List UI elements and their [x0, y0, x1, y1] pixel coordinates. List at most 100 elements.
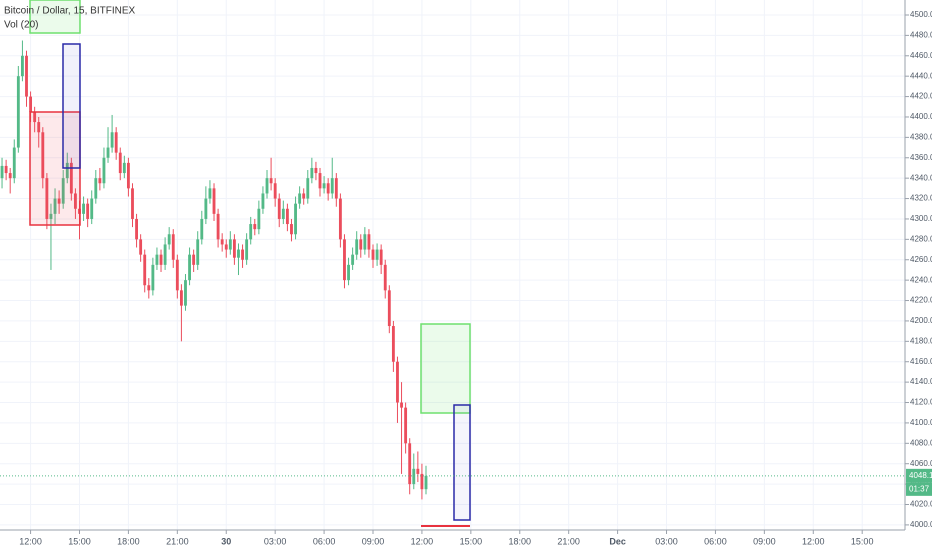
candle-body [408, 443, 412, 485]
x-tick-label: 03:00 [264, 536, 287, 546]
drawn-box [29, 0, 81, 34]
candle-body [90, 198, 94, 219]
candle-body [330, 178, 334, 194]
candle-body [281, 208, 285, 219]
x-tick-label: Dec [609, 536, 626, 546]
candle-body [387, 290, 391, 327]
candle-body [61, 178, 65, 204]
candle-body [355, 239, 359, 255]
y-tick-label: 4100.0 [910, 418, 932, 427]
x-tick-label: 21:00 [557, 536, 580, 546]
candle-body [424, 475, 428, 490]
candle-body [338, 198, 342, 240]
candle-body [122, 162, 126, 174]
x-tick-label: 15:00 [460, 536, 483, 546]
candle-body [41, 132, 45, 179]
y-tick-label: 4220.0 [910, 296, 932, 305]
drawn-box [420, 323, 471, 414]
x-tick-label: 18:00 [117, 536, 140, 546]
y-tick-label: 4420.0 [910, 92, 932, 101]
candle-body [69, 162, 73, 194]
candle-body [391, 326, 395, 362]
y-tick-label: 4260.0 [910, 255, 932, 264]
candle-body [347, 264, 350, 281]
y-tick-label: 4240.0 [910, 275, 932, 284]
candle-body [94, 178, 98, 199]
x-tick-label: 21:00 [166, 536, 189, 546]
grid [0, 0, 905, 530]
countdown-label: 01:37 [909, 484, 930, 493]
candle-body [86, 203, 90, 219]
candle-body [110, 132, 114, 148]
candle-body [416, 468, 420, 474]
y-tick-label: 4460.0 [910, 51, 932, 60]
y-tick-label: 4340.0 [910, 173, 932, 182]
candle-body [277, 198, 281, 219]
candle-body [249, 224, 253, 240]
y-tick-label: 4320.0 [910, 194, 932, 203]
last-price-tag [906, 468, 932, 483]
x-tick-label: 06:00 [313, 536, 336, 546]
candle-body [400, 402, 403, 408]
candles [0, 40, 428, 500]
y-tick-label: 4400.0 [910, 112, 932, 121]
candle-body [257, 208, 261, 230]
candle-body [298, 193, 302, 204]
y-tick-label: 4360.0 [910, 153, 932, 162]
indicator-label: Vol (20) [4, 20, 38, 31]
candle-body [102, 157, 106, 184]
y-tick-label: 4280.0 [910, 234, 932, 243]
y-tick-label: 4200.0 [910, 316, 932, 325]
candle-body [261, 193, 265, 209]
y-tick-label: 4480.0 [910, 30, 932, 39]
y-tick-label: 4380.0 [910, 132, 932, 141]
y-tick-label: 4160.0 [910, 357, 932, 366]
drawn-box [62, 43, 81, 169]
x-tick-label: 30 [221, 536, 231, 546]
candle-body [367, 234, 371, 250]
candle-body [322, 183, 326, 189]
candle-body [216, 213, 220, 240]
candle-body [212, 188, 216, 214]
y-tick-label: 4300.0 [910, 214, 932, 223]
candle-body [114, 132, 118, 153]
candle-body [65, 162, 69, 179]
candle-body [412, 468, 416, 485]
candle-body [224, 244, 228, 250]
candle-body [118, 152, 122, 174]
y-tick-label: 4500.0 [910, 10, 932, 19]
candle-body [155, 254, 159, 265]
y-tick-label: 4440.0 [910, 71, 932, 80]
candle-body [98, 178, 102, 184]
candle-body [220, 239, 224, 245]
candle-body [147, 285, 151, 291]
candle-body [273, 183, 277, 199]
candle-body [318, 173, 322, 189]
candle-body [232, 239, 236, 258]
x-tick-label: 18:00 [508, 536, 531, 546]
y-tick-label: 4020.0 [910, 500, 932, 509]
candle-body [196, 239, 200, 265]
candle-body [351, 254, 355, 265]
x-tick-label: 12:00 [19, 536, 42, 546]
candle-body [57, 198, 61, 204]
candle-body [396, 361, 399, 403]
candle-body [82, 203, 85, 214]
candle-body [334, 178, 338, 199]
candle-body [126, 162, 130, 189]
candle-body [167, 234, 171, 245]
candle-body [175, 259, 179, 291]
candle-body [163, 244, 167, 265]
candle-body [25, 55, 28, 97]
candle-body [8, 173, 12, 179]
y-tick-label: 4180.0 [910, 336, 932, 345]
candle-body [314, 167, 318, 174]
x-tick-label: 06:00 [704, 536, 727, 546]
x-tick-label: 12:00 [411, 536, 434, 546]
candle-body [49, 213, 53, 219]
candle-body [135, 218, 138, 240]
x-tick-label: 15:00 [851, 536, 874, 546]
candle-body [200, 218, 204, 240]
candle-body [0, 165, 4, 179]
